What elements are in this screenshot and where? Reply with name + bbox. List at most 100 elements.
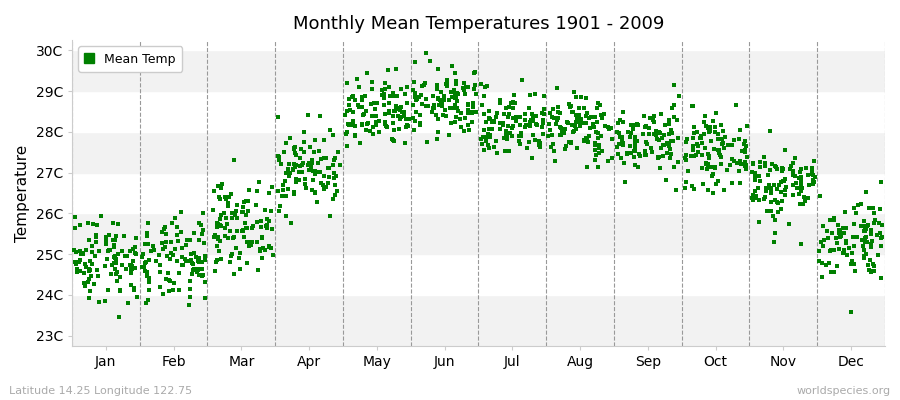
Point: [445, 94, 459, 100]
Point: [217, 210, 231, 217]
Point: [377, 102, 392, 108]
Point: [274, 161, 288, 168]
Point: [99, 238, 113, 244]
Point: [797, 198, 812, 204]
Point: [837, 230, 851, 236]
Point: [453, 116, 467, 122]
Point: [262, 242, 276, 249]
Point: [446, 105, 461, 111]
Point: [477, 127, 491, 134]
Legend: Mean Temp: Mean Temp: [78, 46, 182, 72]
Point: [397, 113, 411, 119]
Point: [563, 140, 578, 146]
Point: [751, 185, 765, 191]
Point: [720, 142, 734, 148]
Point: [772, 182, 787, 188]
Point: [83, 288, 97, 295]
Point: [113, 274, 128, 280]
Point: [420, 103, 435, 109]
Point: [245, 225, 259, 231]
Point: [114, 262, 129, 268]
Point: [616, 118, 630, 125]
Point: [377, 95, 392, 102]
Point: [387, 138, 401, 144]
Point: [572, 112, 586, 118]
Point: [333, 162, 347, 168]
Point: [630, 121, 644, 128]
Point: [505, 124, 519, 131]
Point: [698, 160, 713, 166]
Point: [328, 192, 343, 199]
Point: [385, 120, 400, 126]
Point: [242, 238, 256, 245]
Point: [461, 106, 475, 113]
Point: [107, 244, 122, 250]
Point: [465, 110, 480, 116]
Point: [447, 87, 462, 94]
Point: [356, 112, 371, 118]
Point: [662, 142, 676, 148]
Point: [477, 92, 491, 99]
Point: [870, 252, 885, 258]
Point: [349, 76, 364, 82]
Point: [526, 155, 540, 161]
Point: [79, 264, 94, 270]
Point: [254, 218, 268, 224]
Point: [500, 113, 515, 120]
Point: [112, 314, 127, 320]
Point: [225, 210, 239, 216]
Point: [274, 192, 289, 199]
Point: [266, 184, 280, 190]
Point: [616, 142, 631, 148]
Point: [195, 259, 210, 266]
Point: [135, 254, 149, 260]
Point: [215, 181, 230, 187]
Point: [709, 110, 724, 116]
Point: [850, 202, 865, 208]
Point: [341, 120, 356, 127]
Point: [763, 128, 778, 134]
Point: [487, 118, 501, 124]
Point: [479, 118, 493, 125]
Point: [546, 106, 561, 112]
Point: [117, 253, 131, 259]
Point: [111, 250, 125, 257]
Point: [868, 220, 882, 226]
Point: [568, 122, 582, 128]
Point: [241, 208, 256, 214]
Point: [411, 94, 426, 100]
Point: [562, 104, 577, 110]
Point: [746, 160, 760, 166]
Point: [169, 258, 184, 264]
Point: [413, 122, 428, 128]
Point: [110, 268, 124, 275]
Bar: [72, 132, 885, 173]
Point: [822, 260, 836, 266]
Point: [533, 143, 547, 150]
Point: [68, 225, 82, 231]
Point: [748, 174, 762, 180]
Point: [652, 136, 666, 143]
Point: [357, 111, 372, 117]
Point: [580, 138, 595, 145]
Point: [375, 86, 390, 93]
Point: [493, 97, 508, 103]
Point: [558, 146, 572, 152]
Point: [351, 102, 365, 108]
Point: [368, 106, 382, 113]
Point: [701, 151, 716, 157]
Point: [738, 147, 752, 154]
Point: [504, 99, 518, 106]
Point: [418, 79, 432, 86]
Point: [549, 121, 563, 127]
Point: [504, 132, 518, 139]
Point: [183, 237, 197, 243]
Point: [221, 194, 236, 200]
Point: [223, 253, 238, 259]
Point: [103, 231, 117, 238]
Point: [342, 96, 356, 102]
Point: [564, 122, 579, 128]
Point: [482, 132, 497, 138]
Point: [867, 263, 881, 269]
Point: [763, 186, 778, 192]
